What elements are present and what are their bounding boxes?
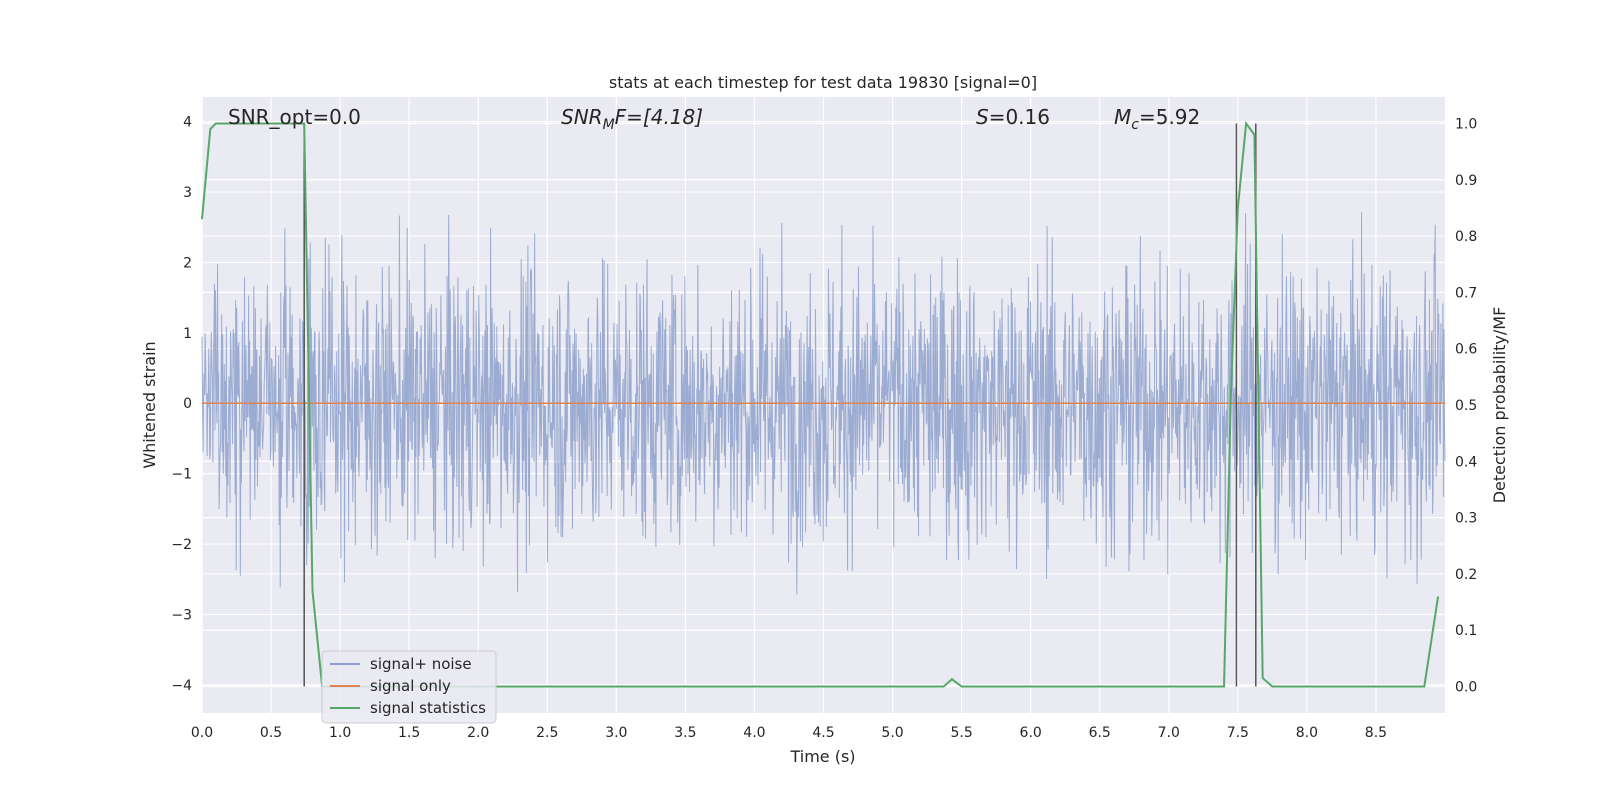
series-line-signal-statistics: [201, 120, 1440, 688]
x-tick-label: 4.5: [812, 725, 834, 741]
x-tick-label: 5.0: [881, 725, 903, 741]
annotation-snr-mf: SNRMF=[4.18]: [561, 105, 703, 133]
x-tick-label: 4.0: [743, 725, 765, 741]
y-tick-label-right: 0.2: [1455, 567, 1477, 583]
y-tick-label-left: 1: [183, 326, 192, 342]
y-axis-label-left: Whitened strain: [140, 341, 159, 468]
y-tick-label-left: 0: [183, 396, 192, 412]
x-tick-label: 8.0: [1296, 725, 1318, 741]
x-tick-label: 7.5: [1227, 725, 1249, 741]
x-tick-label: 0.0: [191, 725, 213, 741]
x-tick-label: 3.0: [605, 725, 627, 741]
x-axis-label: Time (s): [789, 747, 855, 766]
x-tick-label: 3.5: [674, 725, 696, 741]
x-tick-label: 5.5: [950, 725, 972, 741]
y-tick-label-right: 0.0: [1455, 680, 1477, 696]
legend-label-signal-noise: signal+ noise: [370, 655, 472, 673]
x-tick-label: 1.5: [398, 725, 420, 741]
y-tick-label-right: 1.0: [1455, 116, 1477, 132]
x-tick-label: 8.5: [1365, 725, 1387, 741]
legend: signal+ noise signal only signal statist…: [321, 650, 497, 724]
y-tick-label-right: 0.5: [1455, 398, 1477, 414]
y-tick-label-right: 0.7: [1455, 285, 1477, 301]
series-signal-statistics: [201, 120, 1440, 688]
y-tick-label-left: −2: [171, 537, 192, 553]
chart-title: stats at each timestep for test data 198…: [609, 73, 1037, 92]
x-tick-label: 1.0: [329, 725, 351, 741]
y-tick-label-left: −1: [171, 467, 192, 483]
y-tick-label-right: 0.6: [1455, 342, 1477, 358]
series-signal-noise: [201, 212, 1446, 595]
x-tick-label: 2.5: [536, 725, 558, 741]
y-tick-label-right: 0.9: [1455, 173, 1477, 189]
y-tick-label-left: −4: [171, 678, 192, 694]
x-tick-label: 0.5: [260, 725, 282, 741]
x-tick-label: 6.5: [1089, 725, 1111, 741]
annotation-mc: Mc=5.92: [1114, 105, 1200, 133]
legend-label-signal-statistics: signal statistics: [370, 699, 486, 717]
y-tick-label-left: −3: [171, 607, 192, 623]
y-tick-label-right: 0.4: [1455, 454, 1477, 470]
y-tick-label-right: 0.1: [1455, 623, 1477, 639]
axis-ticks: 0.0 0.5 1.0 1.5 2.0 2.5 3.0 3.5 4.0 4.5 5.0 5.5 6.0 6…: [171, 115, 1477, 741]
x-tick-label: 2.0: [467, 725, 489, 741]
x-tick-label: 7.0: [1158, 725, 1180, 741]
y-tick-label-right: 0.3: [1455, 511, 1477, 527]
legend-box: [321, 650, 497, 724]
annotation-s: S=0.16: [976, 105, 1050, 129]
legend-label-signal-only: signal only: [370, 677, 451, 695]
y-tick-label-left: 4: [183, 115, 192, 131]
y-axis-label-right: Detection probability/MF: [1490, 307, 1509, 504]
y-tick-label-left: 2: [183, 255, 192, 271]
y-tick-label-right: 0.8: [1455, 229, 1477, 245]
y-tick-label-left: 3: [183, 185, 192, 201]
annotation-snr-opt: SNR_opt=0.0: [228, 105, 361, 129]
x-tick-label: 6.0: [1020, 725, 1042, 741]
series-line-signal-noise: [201, 212, 1446, 595]
